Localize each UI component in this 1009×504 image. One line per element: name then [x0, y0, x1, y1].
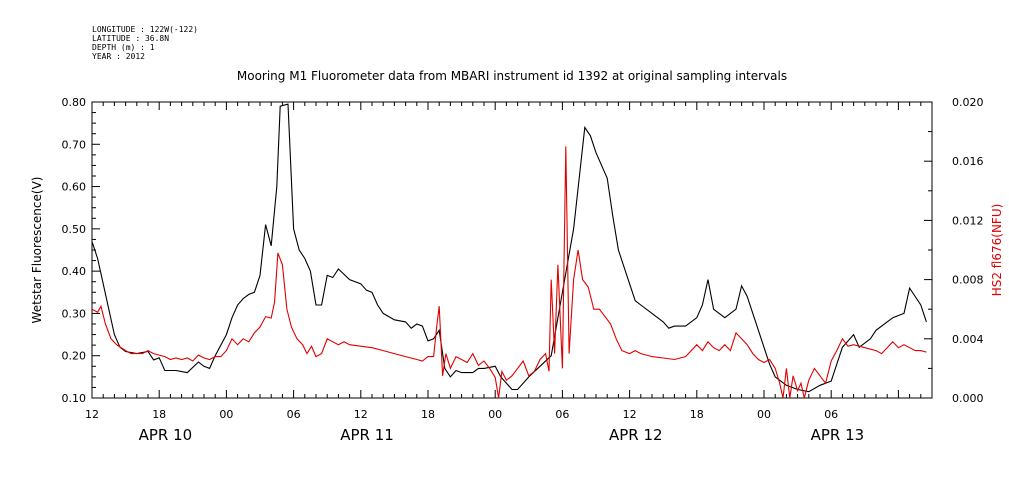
y-tick-label-right: 0.000 [952, 392, 984, 405]
plot-frame [91, 101, 933, 399]
y-tick-label-left: 0.30 [62, 307, 87, 320]
y-axis-label-left: Wetstar Fluorescence(V) [30, 177, 44, 324]
y-tick-label-left: 0.20 [62, 350, 87, 363]
y-tick-label-right: 0.020 [952, 96, 984, 109]
y-tick-label-right: 0.008 [952, 274, 984, 287]
x-day-label: APR 10 [139, 426, 193, 444]
header-year: YEAR : 2012 [92, 52, 145, 61]
y-tick-label-left: 0.10 [62, 392, 87, 405]
x-tick-label: 12 [354, 408, 368, 421]
series-line-wetstar [91, 103, 927, 393]
y-tick-label-left: 0.70 [62, 138, 87, 151]
x-tick-label: 18 [152, 408, 166, 421]
x-tick-label: 18 [690, 408, 704, 421]
y-tick-label-left: 0.40 [62, 265, 87, 278]
y-tick-label-left: 0.60 [62, 181, 87, 194]
series-group [91, 103, 927, 399]
header-longitude: LONGITUDE : 122W(-122) [92, 25, 198, 34]
x-day-label: APR 13 [811, 426, 865, 444]
y-tick-label-left: 0.80 [62, 96, 87, 109]
x-tick-label: 12 [85, 408, 99, 421]
x-tick-label: 00 [757, 408, 771, 421]
header-latitude: LATITUDE : 36.8N [92, 34, 170, 43]
chart-title: Mooring M1 Fluorometer data from MBARI i… [237, 69, 787, 83]
x-tick-label: 12 [623, 408, 637, 421]
y-axis-label-right: HS2 fl676(NFU) [990, 204, 1004, 297]
series-line-hs2 [91, 146, 927, 399]
x-day-label: APR 12 [609, 426, 663, 444]
y-tick-label-right: 0.016 [952, 155, 984, 168]
axis-labels: 0.10 0.20 0.30 0.40 0.50 0.60 0.70 0.80 0.000 0.0… [62, 96, 984, 444]
header-depth: DEPTH (m) : 1 [92, 43, 155, 52]
y-tick-label-right: 0.012 [952, 214, 984, 227]
x-tick-label: 06 [287, 408, 301, 421]
x-tick-label: 00 [219, 408, 233, 421]
x-tick-label: 18 [421, 408, 435, 421]
x-tick-label: 06 [555, 408, 569, 421]
x-day-label: APR 11 [340, 426, 394, 444]
axis-ticks [91, 101, 933, 399]
x-tick-label: 00 [488, 408, 502, 421]
y-tick-label-left: 0.50 [62, 223, 87, 236]
x-tick-label: 06 [824, 408, 838, 421]
y-tick-label-right: 0.004 [952, 333, 984, 346]
